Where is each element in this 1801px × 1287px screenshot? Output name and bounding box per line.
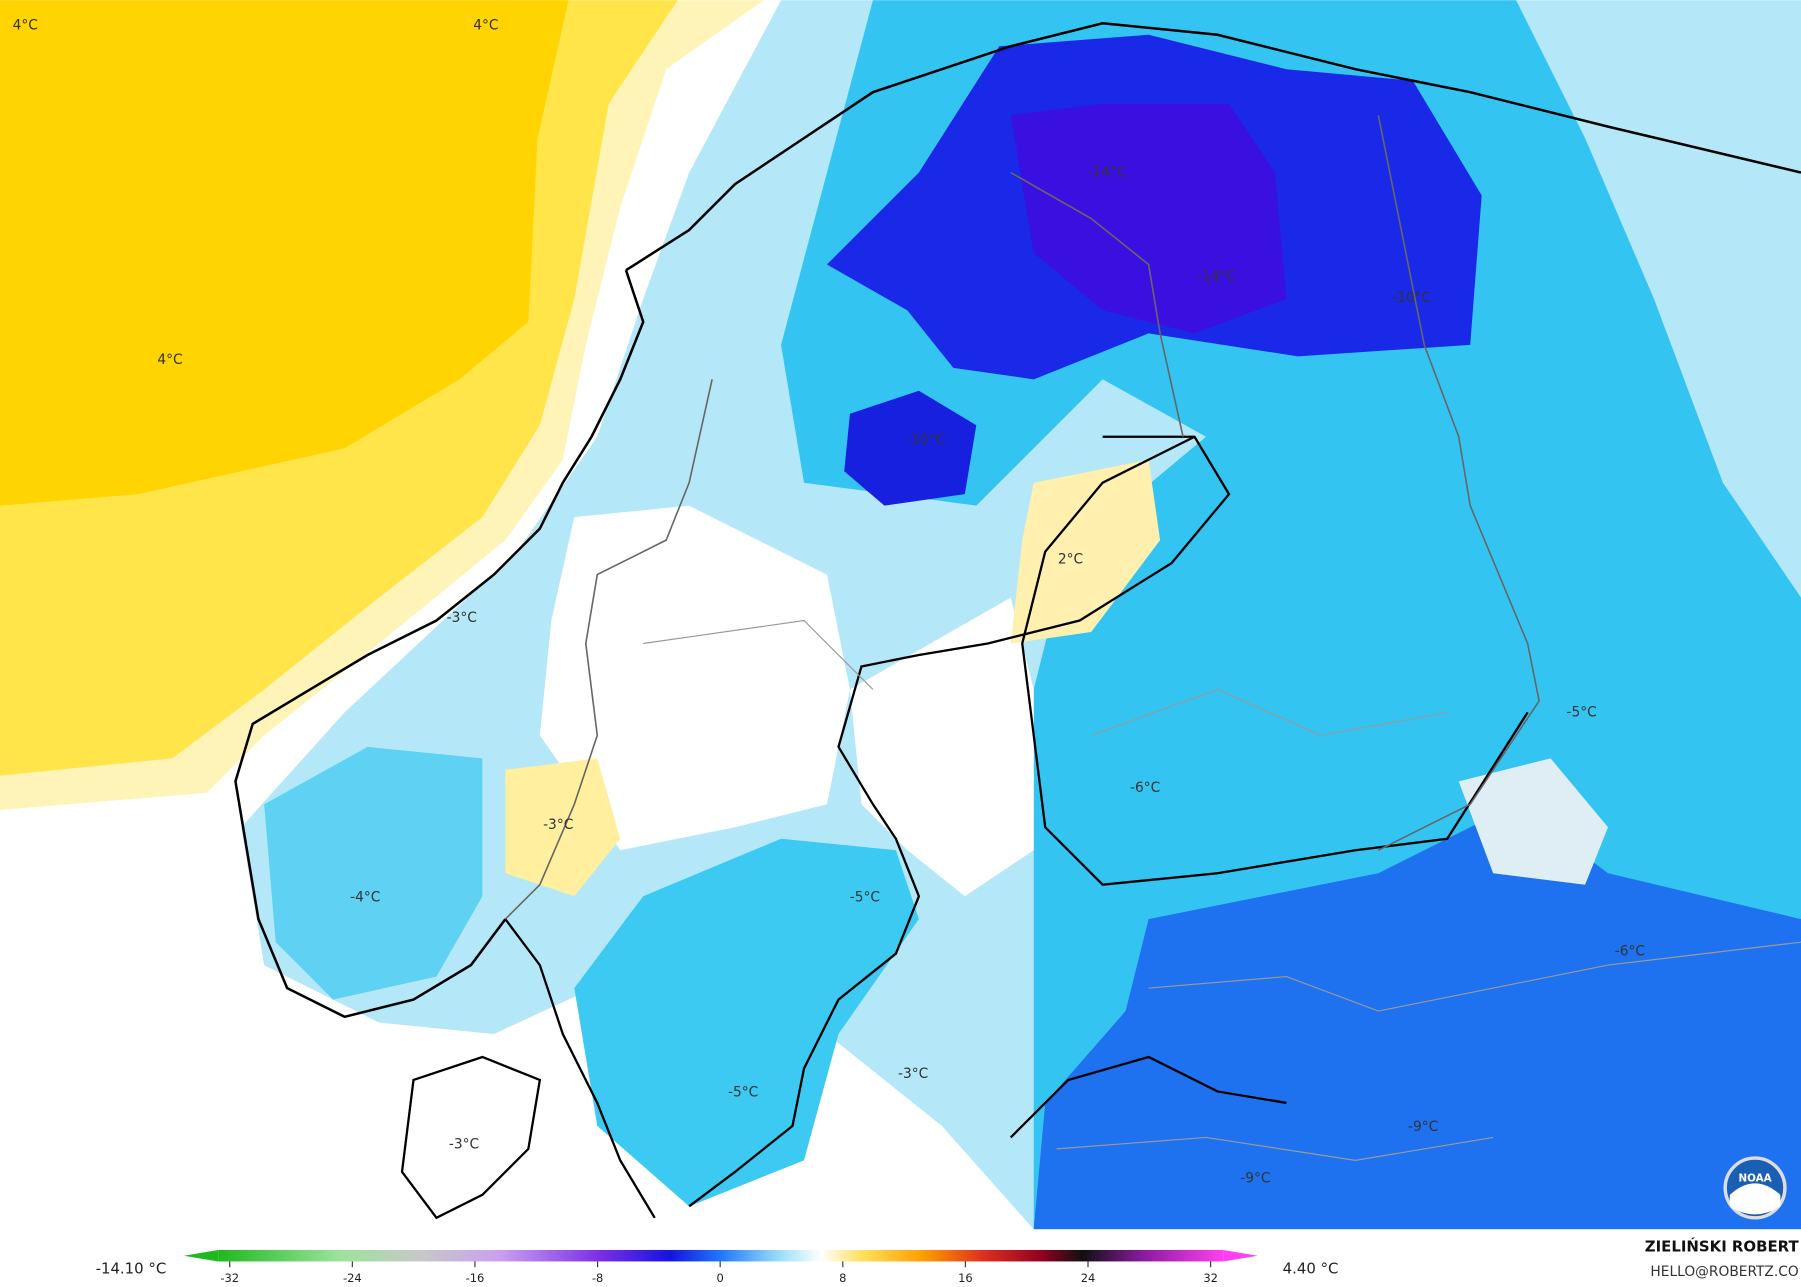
credit-email: HELLO@ROBERTZ.CO: [1650, 1264, 1798, 1280]
colorbar-tick-label: 0: [717, 1271, 724, 1285]
colorbar-arrow-right: [1223, 1249, 1258, 1262]
region-baltic-blue: [1033, 804, 1801, 1230]
temperature-label: -5°C: [1567, 704, 1597, 720]
map-area: 4°C 4°C 4°C -14°C -14°C -10°C -10°C 2°C -3°C -3°C…: [0, 0, 1801, 1230]
region-norway-yellow: [505, 758, 621, 897]
temperature-label: -3°C: [449, 1136, 479, 1152]
temperature-label: -14°C: [1197, 269, 1236, 285]
region-bothnia-yellow: [1010, 459, 1161, 644]
temperature-label: -10°C: [906, 432, 945, 448]
temperature-label: 2°C: [1058, 552, 1083, 568]
logo-wave: [1729, 1183, 1781, 1215]
coastline-norway: [234, 21, 1801, 1019]
colorbar-tick-label: -24: [343, 1271, 362, 1285]
colorbar-max: 4.40 °C: [1283, 1259, 1339, 1277]
temperature-label: -5°C: [728, 1085, 758, 1101]
coastline-denmark: [400, 1055, 542, 1220]
temperature-label: 4°C: [157, 352, 182, 368]
temperature-label: -4°C: [350, 889, 380, 905]
colorbar-tick-label: 32: [1203, 1271, 1218, 1285]
region-cold-pocket: [844, 390, 977, 506]
coastline-sweden: [504, 435, 1231, 1219]
temperature-label: -3°C: [543, 817, 573, 833]
temperature-label: -9°C: [1408, 1119, 1438, 1135]
colorbar-tick-label: -8: [592, 1271, 603, 1285]
logo: NOAA: [1723, 1156, 1787, 1220]
credit-name: ZIELIŃSKI ROBERT: [1645, 1238, 1800, 1256]
temperature-label: -14°C: [1088, 165, 1127, 181]
colorbar-tick-label: 8: [839, 1271, 846, 1285]
temperature-label: -6°C: [1615, 943, 1645, 959]
colorbar-tick-label: 16: [958, 1271, 973, 1285]
colorbar-arrow-left: [183, 1249, 219, 1262]
logo-text: NOAA: [1738, 1173, 1771, 1185]
colorbar-min: -14.10 °C: [96, 1259, 167, 1277]
region-deep-yellow: [0, 0, 569, 506]
borders: [504, 114, 1540, 920]
colorbar-tick-label: -16: [466, 1271, 485, 1285]
colorbar-tick-label: 24: [1081, 1271, 1096, 1285]
footer: -14.10 °C 4.40 °C -32 -24 -16 -8 0 8 16 24 32 ZI…: [0, 1229, 1801, 1287]
temperature-label: -3°C: [898, 1066, 928, 1082]
temperature-label: -6°C: [1130, 780, 1160, 796]
colorbar-tick-label: -32: [220, 1271, 239, 1285]
region-norway-blue: [264, 746, 483, 1000]
region-cold-core: [1010, 103, 1287, 334]
region-sweden-blue: [574, 838, 919, 1207]
temperature-label: -5°C: [850, 889, 880, 905]
region-finland-grey: [1458, 758, 1609, 885]
temperature-label: 4°C: [473, 18, 498, 34]
temperature-label: -10°C: [1392, 290, 1431, 306]
region-gulf-white: [849, 597, 1034, 897]
temperature-label: 4°C: [13, 18, 38, 34]
region-sweden-white: [539, 505, 850, 851]
temperature-label: -9°C: [1240, 1171, 1270, 1187]
colorbar: [218, 1249, 1224, 1262]
borders-minor: [643, 619, 1801, 1161]
temperature-label: -3°C: [447, 610, 477, 626]
